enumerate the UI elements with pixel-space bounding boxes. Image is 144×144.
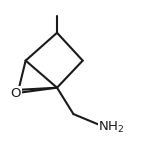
Text: O: O [11, 87, 21, 100]
Text: NH$_2$: NH$_2$ [98, 120, 125, 136]
